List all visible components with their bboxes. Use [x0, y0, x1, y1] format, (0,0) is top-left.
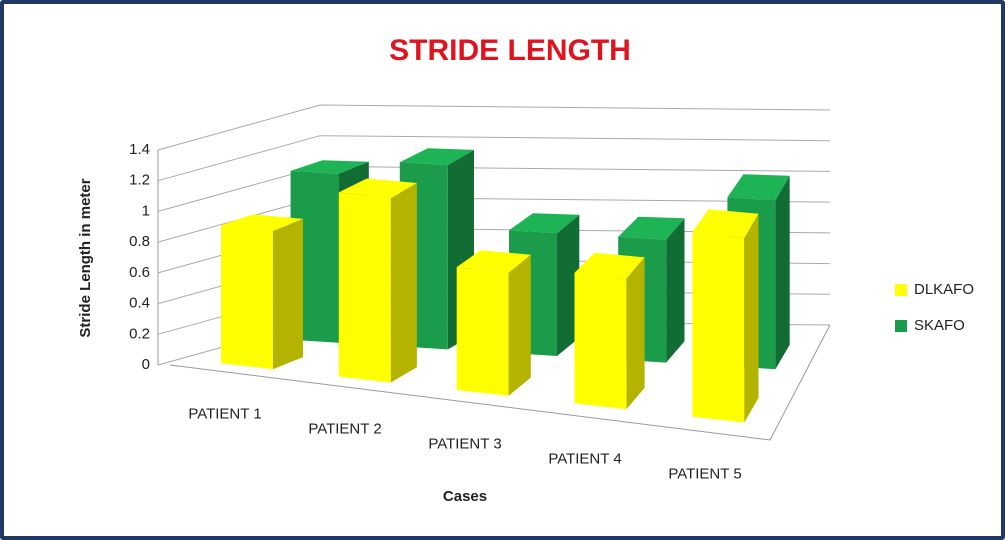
x-tick-label: PATIENT 3: [428, 435, 501, 452]
bar-side: [508, 254, 531, 396]
x-tick-label: PATIENT 2: [308, 420, 381, 437]
y-tick-label: 0.4: [129, 295, 150, 312]
y-tick-label: 0: [142, 356, 150, 373]
legend-swatch: [895, 320, 907, 332]
x-axis-label: Cases: [443, 488, 487, 505]
bar: [692, 232, 745, 423]
bar: [338, 192, 391, 383]
y-tick-label: 0.8: [129, 233, 150, 250]
bar: [456, 267, 509, 396]
legend-label: DLKAFO: [914, 281, 974, 298]
bar-top: [692, 209, 759, 239]
bar-top: [456, 250, 531, 273]
grid-line: [157, 104, 831, 151]
y-tick-label: 1.4: [129, 141, 150, 158]
y-tick-label: 0.6: [129, 264, 150, 281]
bar-side: [626, 257, 645, 410]
floor-edge: [169, 324, 831, 441]
x-tick-label: PATIENT 4: [548, 450, 621, 467]
bar-side: [390, 183, 417, 383]
x-tick-label: PATIENT 1: [188, 405, 261, 422]
bar-side: [744, 213, 759, 423]
chart-title: STRIDE LENGTH: [389, 34, 631, 67]
legend-label: SKAFO: [914, 317, 965, 334]
bar-top: [574, 252, 645, 279]
y-axis-label: Stride Length in meter: [77, 178, 94, 337]
bar-top: [221, 214, 303, 231]
bar-top: [727, 174, 790, 201]
bar-top: [509, 213, 580, 234]
bar-top: [399, 148, 474, 166]
y-tick-label: 1: [142, 202, 150, 219]
bar-side: [272, 218, 303, 370]
y-tick-label: 0.2: [129, 325, 150, 342]
bar-side: [775, 175, 790, 370]
bar: [574, 272, 627, 410]
bar: [221, 225, 273, 370]
y-tick-label: 1.2: [129, 172, 150, 189]
bar-top: [618, 216, 685, 240]
x-tick-label: PATIENT 5: [668, 465, 741, 482]
grid-line: [157, 135, 831, 182]
bar-side: [557, 214, 580, 356]
legend-swatch: [895, 284, 907, 296]
bar-top: [290, 160, 369, 174]
bar-top: [338, 178, 417, 199]
bar-side: [666, 218, 685, 363]
